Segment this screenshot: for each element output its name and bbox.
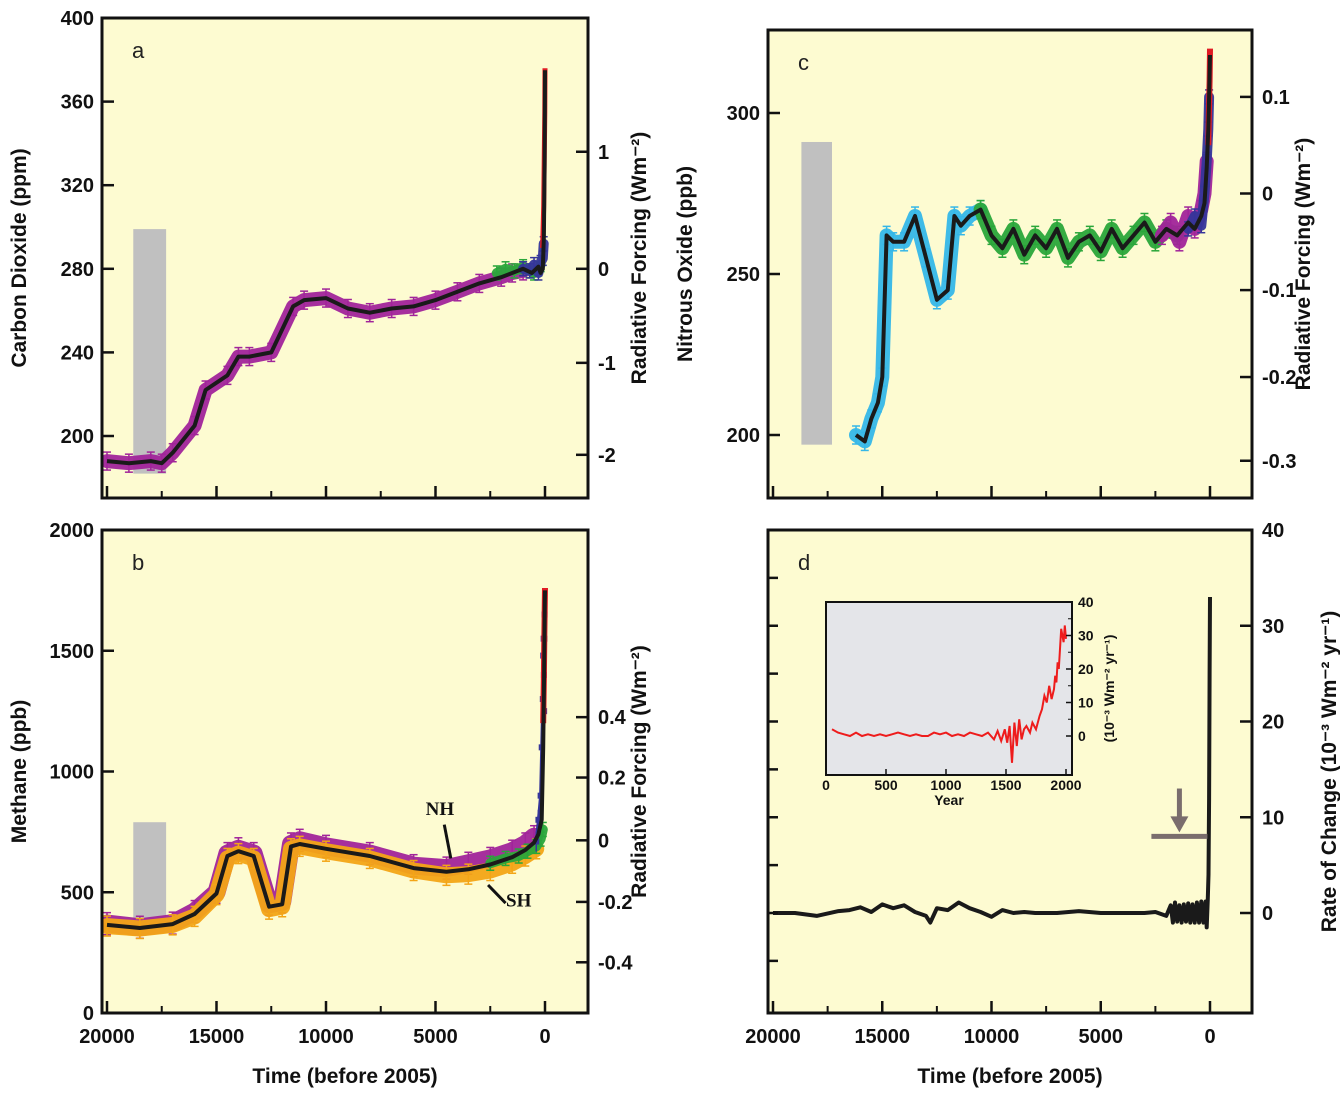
glacial-range-bar: [801, 141, 832, 445]
y-tick-label: 250: [727, 264, 760, 286]
y-tick-label: 300: [727, 103, 760, 125]
plot-area: [102, 587, 548, 940]
x-axis-label: Time (before 2005): [252, 1065, 437, 1088]
inset-x-tick-label: 0: [822, 777, 830, 793]
y-tick-label: 0: [83, 1003, 94, 1025]
y2-tick-label: 1: [598, 142, 609, 164]
annotation-label: NH: [426, 799, 455, 820]
y2-tick-label: 10: [1262, 807, 1284, 829]
y2-tick-label: 0.4: [598, 707, 627, 729]
x-axis-label: Time (before 2005): [917, 1065, 1102, 1088]
inset-x-tick-label: 1000: [930, 777, 961, 793]
y2-axis-label: Rate of Change (10⁻³ Wm⁻² yr⁻¹): [1318, 611, 1340, 932]
y2-tick-label: 0: [598, 830, 609, 852]
panel-frame: [766, 528, 1254, 1015]
x-tick-label: 10000: [298, 1026, 354, 1048]
x-tick-label: 0: [1204, 1026, 1215, 1048]
y2-axis-label: Radiative Forcing (Wm⁻²): [628, 132, 651, 385]
y-tick-label: 2000: [50, 520, 95, 542]
sh-leader-line: [486, 883, 507, 905]
panel-letter: c: [798, 50, 809, 75]
y2-tick-label: -0.3: [1262, 451, 1296, 473]
inset-y-tick-label: 10: [1078, 695, 1094, 711]
x-tick-label: 5000: [413, 1026, 458, 1048]
y-tick-label: 1500: [50, 641, 95, 663]
inset-y-axis-label: (10⁻³ Wm⁻² yr⁻¹): [1101, 635, 1117, 743]
x-tick-label: 20000: [745, 1026, 801, 1048]
y-tick-label: 360: [61, 92, 94, 114]
plot-area: [801, 48, 1215, 452]
y2-tick-label: -2: [598, 445, 616, 467]
y2-tick-label: 20: [1262, 712, 1284, 734]
plot-area: [773, 596, 1212, 930]
y-tick-label: 280: [61, 259, 94, 281]
inset-x-axis-label: Year: [934, 792, 964, 808]
panel-frame: [766, 28, 1254, 500]
chart-panel-b: b 20000 15000 10000 5000 0 0 500 1000 1500 2000 -0.…: [8, 520, 651, 1088]
inset-chart: 0 500 1000 1500 2000 0 10 20 30 40 Year (10⁻³ Wm⁻² …: [822, 594, 1117, 808]
y2-tick-label: -0.4: [598, 952, 633, 974]
panel-background: [102, 18, 588, 498]
y-tick-label: 400: [61, 8, 94, 30]
y-tick-label: 200: [61, 426, 94, 448]
y2-tick-label: -0.2: [598, 892, 632, 914]
inset-x-tick-label: 2000: [1050, 777, 1081, 793]
panel-letter: d: [798, 550, 810, 575]
y2-tick-label: 30: [1262, 616, 1284, 638]
annotation-label: SH: [506, 891, 532, 912]
y-tick-label: 500: [61, 882, 94, 904]
y2-tick-label: 0.1: [1262, 87, 1290, 109]
y2-tick-label: 40: [1262, 520, 1284, 542]
series-4-line: [106, 70, 547, 466]
panel-background: [102, 530, 588, 1013]
panel-background: [768, 30, 1252, 498]
inset-frame: [825, 601, 1073, 776]
y-axis-label: Carbon Dioxide (ppm): [8, 148, 31, 367]
panel-frame: [100, 16, 590, 500]
y2-tick-label: 0: [1262, 903, 1273, 925]
inset-x-tick-label: 500: [874, 777, 898, 793]
x-tick-label: 15000: [189, 1026, 245, 1048]
inset-y-tick-label: 0: [1078, 728, 1086, 744]
x-tick-label: 5000: [1079, 1026, 1124, 1048]
y2-tick-label: 0: [1262, 184, 1273, 206]
y-tick-label: 320: [61, 175, 94, 197]
y2-axis-label: Radiative Forcing (Wm⁻²): [628, 645, 651, 898]
x-tick-label: 0: [539, 1026, 550, 1048]
marker-arrow-head: [1170, 816, 1189, 833]
chart-panel-c: c 200 250 300 -0.3 -0.2 -0.1 0 0.1 Nitrous Oxide …: [674, 28, 1315, 500]
panel-letter: a: [132, 38, 145, 63]
y2-tick-label: -0.1: [1262, 280, 1296, 302]
inset-y-tick-label: 30: [1078, 628, 1094, 644]
inset-y-tick-label: 40: [1078, 594, 1094, 610]
chart-panel-a: a 200 240 280 320 360 400 -2 -1 0 1 Carbon Dioxide …: [8, 8, 651, 500]
y2-tick-label: 0: [598, 259, 609, 281]
nh-leader-line: [442, 824, 453, 859]
panel-letter: b: [132, 550, 144, 575]
y-axis-label: Nitrous Oxide (ppb): [674, 166, 697, 362]
y2-tick-label: -1: [598, 353, 616, 375]
series-5-line: [854, 54, 1212, 444]
inset-x-tick-label: 1500: [990, 777, 1021, 793]
x-tick-label: 10000: [964, 1026, 1020, 1048]
inset-series-line: [831, 625, 1067, 763]
y2-tick-label: -0.2: [1262, 367, 1296, 389]
y-tick-label: 1000: [50, 762, 95, 784]
y2-axis-label: Radiative Forcing (Wm⁻²): [1292, 138, 1315, 391]
y2-tick-label: 0.2: [598, 768, 626, 790]
y-tick-label: 240: [61, 342, 94, 364]
glacial-range-bar: [133, 822, 167, 929]
x-tick-label: 20000: [79, 1026, 135, 1048]
series-5-line: [106, 590, 547, 930]
y-axis-label: Methane (ppb): [8, 700, 31, 843]
y-tick-label: 200: [727, 425, 760, 447]
inset-y-tick-label: 20: [1078, 661, 1094, 677]
plot-area: [102, 68, 549, 474]
series-0-line: [773, 596, 1212, 930]
inset-background: [826, 602, 1072, 775]
glacial-range-bar: [133, 229, 167, 474]
x-tick-label: 15000: [854, 1026, 910, 1048]
